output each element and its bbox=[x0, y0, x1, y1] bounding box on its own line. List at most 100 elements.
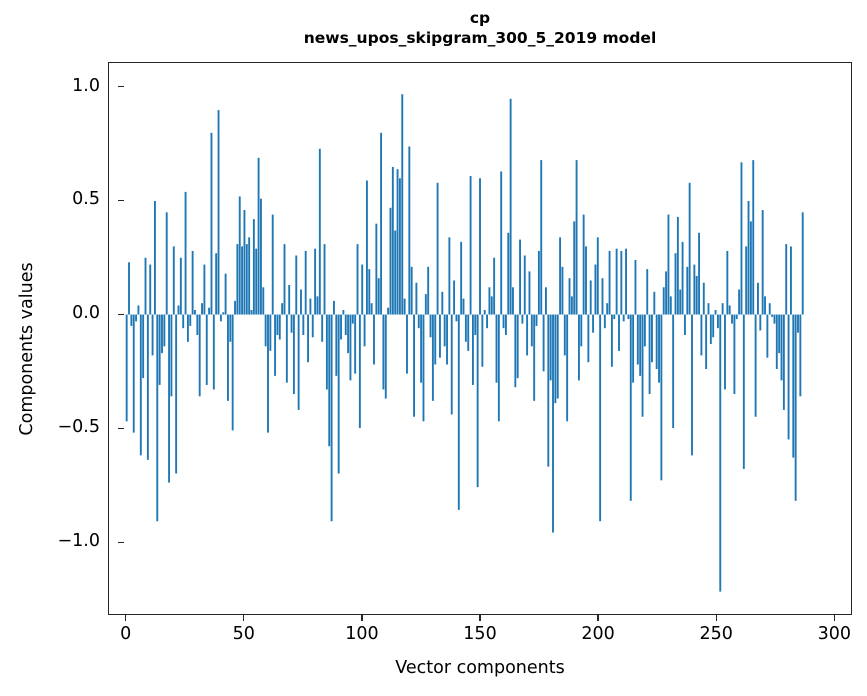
bar bbox=[309, 298, 312, 315]
bar bbox=[234, 300, 236, 315]
bar bbox=[267, 314, 269, 433]
bar bbox=[276, 314, 279, 335]
bar bbox=[580, 314, 583, 347]
bar bbox=[189, 314, 192, 326]
bar bbox=[333, 300, 335, 315]
bar bbox=[424, 294, 427, 315]
y-tick-mark bbox=[118, 199, 124, 202]
bar bbox=[775, 314, 778, 370]
bar bbox=[568, 278, 571, 315]
bar bbox=[716, 314, 719, 329]
bar bbox=[250, 309, 253, 315]
bar bbox=[658, 314, 660, 383]
bar bbox=[271, 214, 274, 315]
bar bbox=[236, 244, 239, 315]
bar bbox=[387, 307, 390, 315]
bar bbox=[453, 280, 456, 315]
bar bbox=[797, 314, 799, 333]
bar bbox=[554, 314, 557, 404]
bar bbox=[380, 132, 383, 315]
bar bbox=[613, 314, 616, 320]
bar bbox=[222, 312, 225, 315]
bar bbox=[686, 266, 689, 315]
bar bbox=[135, 314, 138, 322]
bar bbox=[168, 314, 171, 483]
bar bbox=[606, 303, 609, 315]
bar bbox=[269, 314, 272, 351]
bar bbox=[377, 278, 380, 315]
x-tick-label: 0 bbox=[120, 624, 132, 644]
bar bbox=[177, 305, 180, 315]
bar bbox=[382, 314, 385, 390]
bar bbox=[712, 314, 715, 338]
bar bbox=[679, 289, 682, 315]
bar bbox=[375, 223, 378, 315]
bar bbox=[149, 264, 152, 315]
bar bbox=[335, 314, 338, 376]
bar bbox=[441, 291, 444, 315]
x-tick-mark bbox=[597, 615, 599, 621]
bar bbox=[328, 314, 331, 447]
bar bbox=[747, 200, 750, 315]
bar bbox=[165, 212, 168, 315]
bar bbox=[248, 237, 251, 315]
bar bbox=[516, 314, 519, 379]
bar bbox=[396, 169, 399, 315]
bar bbox=[563, 314, 566, 356]
bar bbox=[316, 296, 319, 315]
bar bbox=[156, 314, 159, 522]
bar bbox=[300, 289, 302, 315]
bar bbox=[417, 314, 420, 329]
y-tick-label: 0.5 bbox=[72, 189, 100, 210]
bar bbox=[274, 314, 277, 376]
bar bbox=[789, 246, 792, 315]
x-tick-label: 50 bbox=[232, 624, 255, 644]
bar bbox=[212, 314, 215, 390]
bar bbox=[782, 314, 785, 410]
x-tick-label: 200 bbox=[581, 624, 615, 644]
bar bbox=[636, 314, 639, 365]
bar bbox=[688, 182, 691, 315]
bar bbox=[427, 266, 430, 315]
bar bbox=[205, 314, 208, 385]
bar bbox=[210, 132, 213, 315]
bar bbox=[566, 314, 569, 422]
bar bbox=[780, 314, 783, 381]
bar bbox=[158, 314, 161, 385]
bar bbox=[365, 180, 368, 315]
x-tick-label: 250 bbox=[699, 624, 733, 644]
bar bbox=[198, 314, 201, 397]
y-axis-tick-labels: 1.0 0.5 0.0 −0.5 −1.0 bbox=[16, 0, 124, 696]
bar bbox=[229, 314, 232, 342]
bar bbox=[709, 314, 712, 345]
bar bbox=[519, 239, 521, 315]
bar bbox=[641, 314, 644, 417]
bar bbox=[455, 314, 458, 322]
bar bbox=[443, 314, 446, 347]
bar bbox=[542, 314, 545, 372]
bar bbox=[479, 178, 481, 315]
x-axis-label: Vector components bbox=[395, 658, 565, 678]
bar bbox=[648, 314, 651, 395]
bar bbox=[215, 253, 218, 315]
bar bbox=[231, 314, 234, 431]
bar bbox=[278, 314, 281, 340]
bar bbox=[785, 244, 788, 315]
bar bbox=[495, 314, 498, 383]
bar bbox=[599, 314, 602, 522]
y-tick-mark bbox=[118, 85, 124, 88]
bar bbox=[153, 200, 156, 315]
bar bbox=[787, 314, 790, 440]
bar bbox=[500, 171, 503, 315]
x-tick-mark bbox=[125, 615, 127, 621]
bar bbox=[603, 314, 606, 329]
bar bbox=[182, 314, 185, 329]
bar bbox=[561, 266, 564, 315]
bar bbox=[556, 314, 559, 399]
bar bbox=[172, 246, 175, 315]
y-axis-label: Components values bbox=[17, 262, 37, 436]
bar bbox=[575, 160, 578, 315]
bar bbox=[311, 314, 314, 338]
bar bbox=[257, 157, 260, 315]
bar bbox=[349, 314, 352, 381]
